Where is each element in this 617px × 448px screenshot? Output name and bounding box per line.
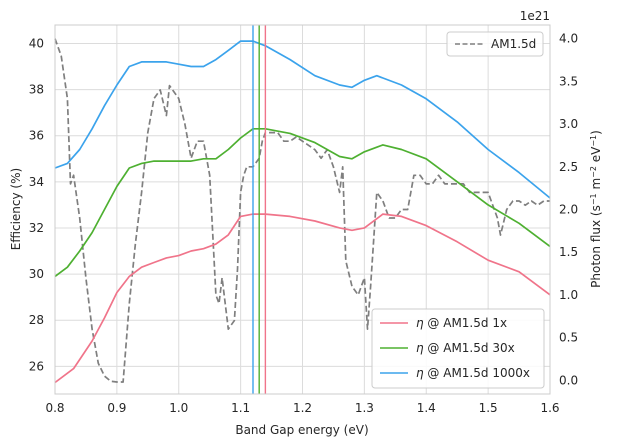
y-right-tick-label: 3.5 bbox=[559, 74, 578, 88]
plot-frame bbox=[54, 24, 551, 395]
x-tick-label: 1.1 bbox=[231, 401, 250, 415]
x-tick-label: 1.2 bbox=[293, 401, 312, 415]
y-right-axis-label: Photon flux (s−1 m−2 eV−1) bbox=[589, 130, 604, 288]
x-tick-label: 1.5 bbox=[479, 401, 498, 415]
legend-item-1x-label: η @ AM1.5d 1x bbox=[416, 316, 507, 330]
vline-layer bbox=[252, 25, 267, 394]
y-right-tick-label: 1.0 bbox=[559, 288, 578, 302]
y-left-tick-label: 34 bbox=[29, 175, 44, 189]
x-tick-label: 1.3 bbox=[355, 401, 374, 415]
x-tick-labels: 0.8 0.9 1.0 1.1 1.2 1.3 1.4 1.5 1.6 bbox=[45, 401, 559, 415]
series-line-0 bbox=[54, 213, 551, 384]
legend-main: η @ AM1.5d 1x η @ AM1.5d 30x η @ AM1.5d … bbox=[371, 308, 545, 389]
x-axis-label: Band Gap energy (eV) bbox=[235, 423, 368, 437]
y-right-tick-label: 3.0 bbox=[559, 117, 578, 131]
y-left-tick-label: 32 bbox=[29, 221, 44, 235]
y-right-tick-label: 0.0 bbox=[559, 373, 578, 387]
legend-item-30x-label: η @ AM1.5d 30x bbox=[416, 341, 515, 355]
x-tick-label: 0.8 bbox=[45, 401, 64, 415]
y-left-tick-label: 36 bbox=[29, 129, 44, 143]
y-right-tick-label: 4.0 bbox=[559, 32, 578, 46]
x-tick-label: 1.0 bbox=[169, 401, 188, 415]
y-left-tick-label: 26 bbox=[29, 359, 44, 373]
y-left-tick-label: 28 bbox=[29, 313, 44, 327]
legend-main-box bbox=[371, 308, 545, 389]
legend-item-1000x-label: η @ AM1.5d 1000x bbox=[416, 366, 530, 380]
x-tick-label: 1.4 bbox=[417, 401, 436, 415]
y-right-offset-label: 1e21 bbox=[520, 9, 550, 23]
y-right-tick-label: 2.0 bbox=[559, 203, 578, 217]
series-line-3 bbox=[54, 38, 550, 383]
y-right-tick-label: 0.5 bbox=[559, 331, 578, 345]
y-left-axis-label: Efficiency (%) bbox=[9, 168, 23, 250]
y-left-tick-label: 30 bbox=[29, 267, 44, 281]
series-line-2 bbox=[54, 40, 551, 199]
y-right-tick-label: 2.5 bbox=[559, 160, 578, 174]
x-tick-label: 1.6 bbox=[540, 401, 559, 415]
x-tick-label: 0.9 bbox=[107, 401, 126, 415]
series-line-1 bbox=[54, 127, 551, 278]
legend-flux: AM1.5d bbox=[446, 31, 544, 57]
y-left-tick-label: 40 bbox=[29, 36, 44, 50]
y-right-tick-label: 1.5 bbox=[559, 245, 578, 259]
series-layer bbox=[54, 38, 551, 384]
legend-flux-box bbox=[446, 31, 544, 57]
y-left-tick-label: 38 bbox=[29, 83, 44, 97]
legend-flux-label: AM1.5d bbox=[491, 37, 536, 51]
y-right-tick-labels: 0.0 0.5 1.0 1.5 2.0 2.5 3.0 3.5 4.0 bbox=[559, 32, 578, 388]
y-left-tick-labels: 26 28 30 32 34 36 38 40 bbox=[29, 36, 44, 373]
